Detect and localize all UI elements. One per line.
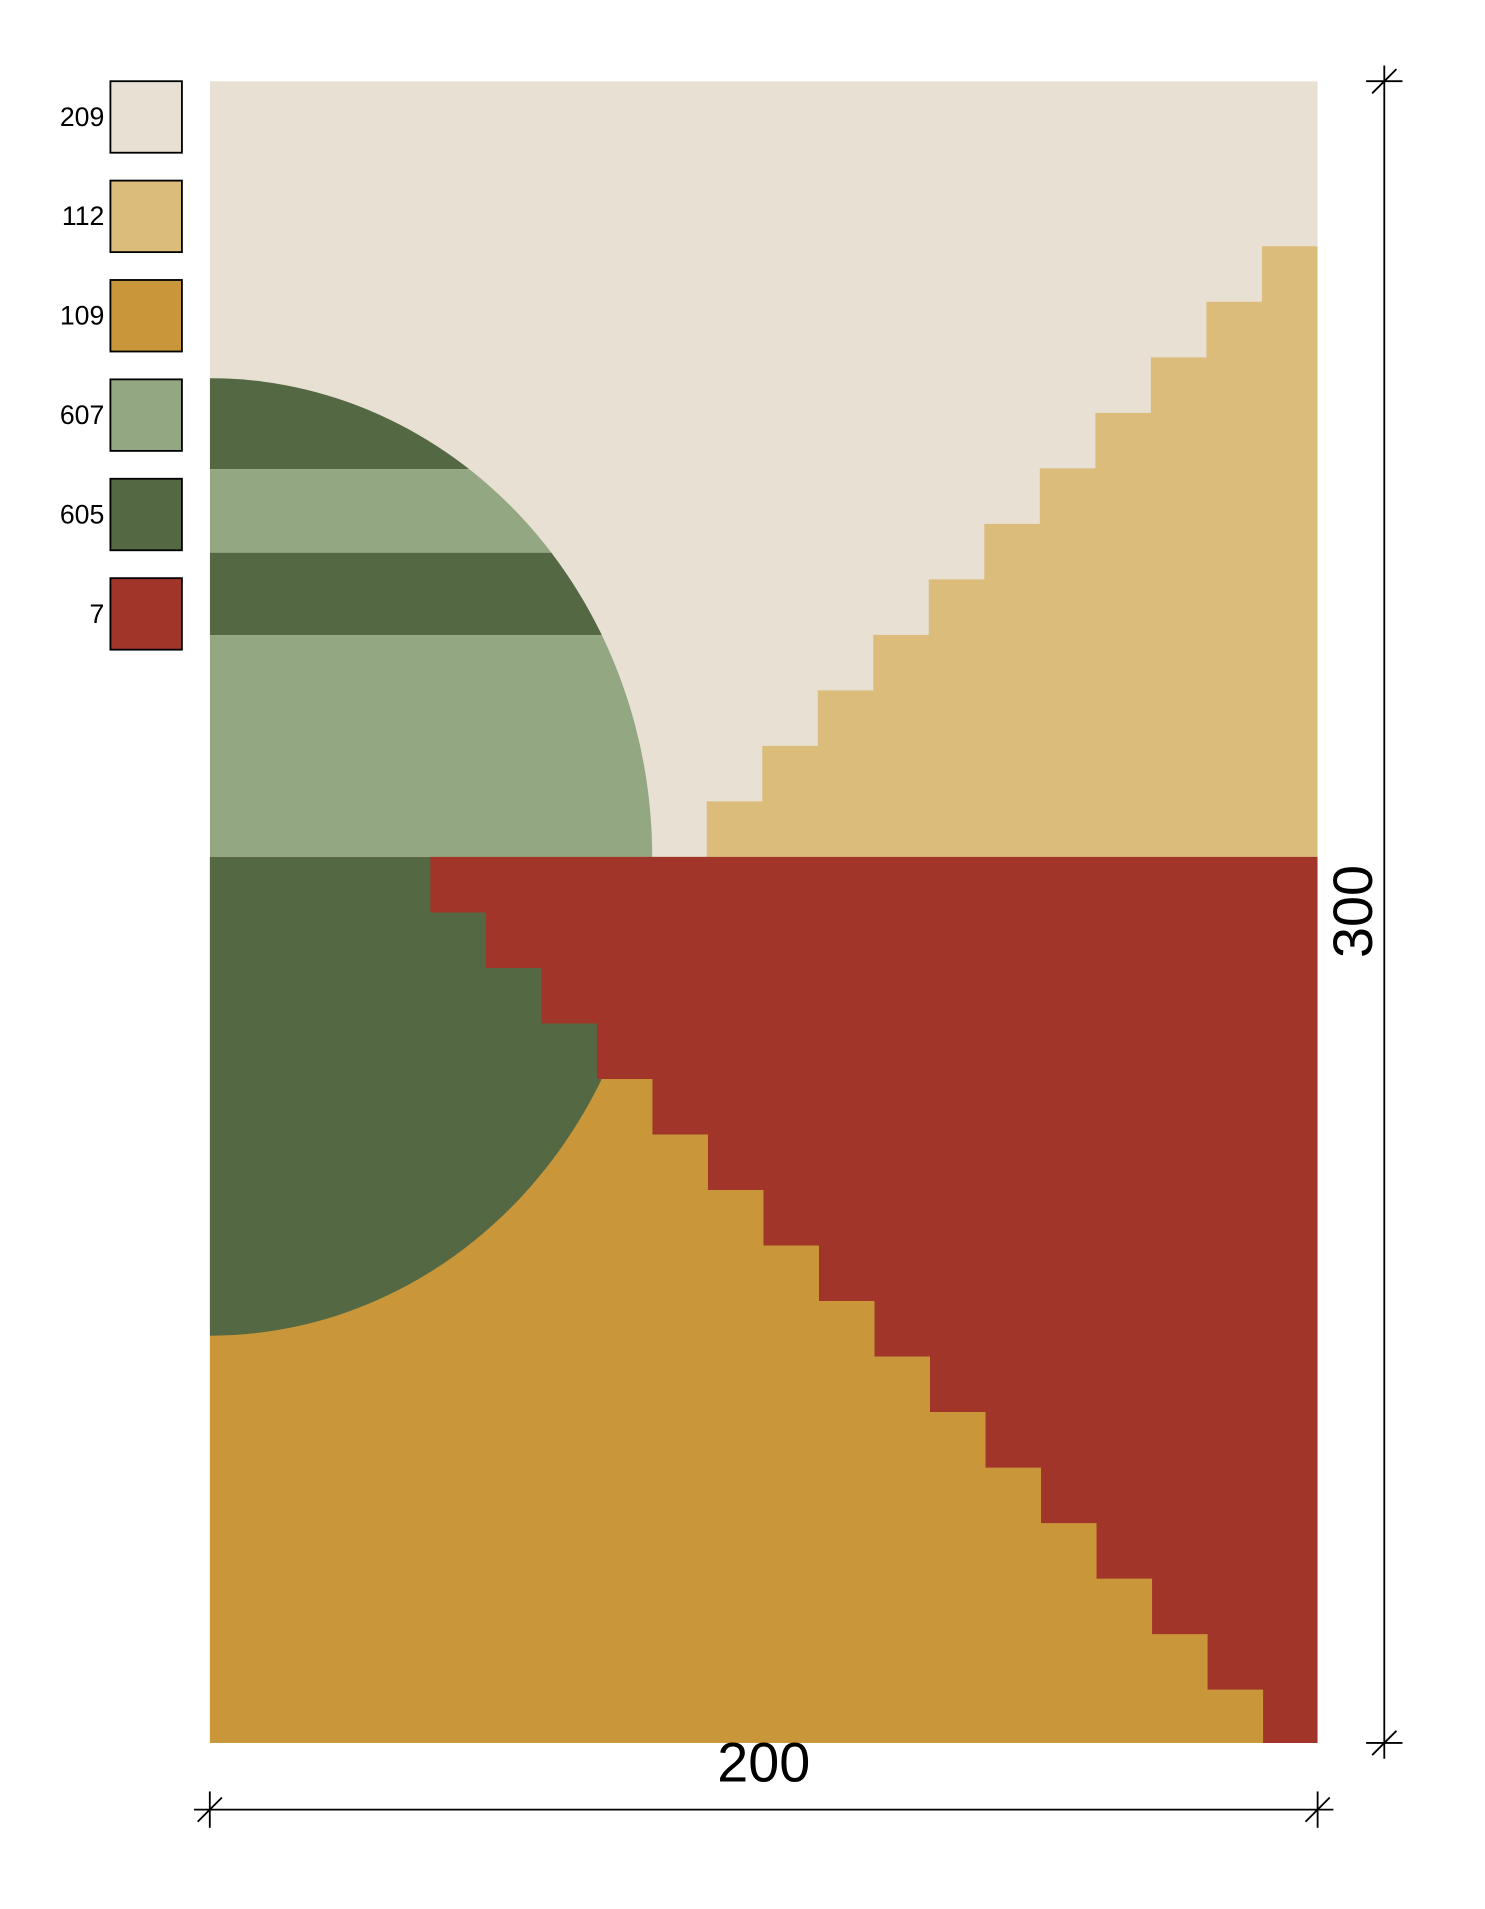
stripe <box>209 635 653 857</box>
rug <box>209 81 1318 1743</box>
swatch <box>109 279 183 353</box>
swatch <box>109 477 183 552</box>
red-steps <box>430 856 1318 1743</box>
swatch-label: 209 <box>60 102 104 132</box>
swatch-label: 605 <box>60 499 104 529</box>
height-label: 300 <box>1322 865 1384 958</box>
swatch-label: 112 <box>62 201 104 231</box>
legend: 209 112 109 607 605 7 <box>60 80 183 651</box>
swatch-label: 607 <box>60 400 104 430</box>
swatch <box>109 378 183 452</box>
swatch <box>109 577 183 651</box>
swatch <box>109 80 183 154</box>
swatch-label: 7 <box>90 599 105 629</box>
height-dimension <box>1366 65 1403 1759</box>
swatch-label: 109 <box>60 301 104 331</box>
yellow-steps <box>706 246 1318 857</box>
width-dimension <box>194 1791 1334 1828</box>
width-label: 200 <box>717 1732 810 1794</box>
swatch <box>109 179 183 254</box>
